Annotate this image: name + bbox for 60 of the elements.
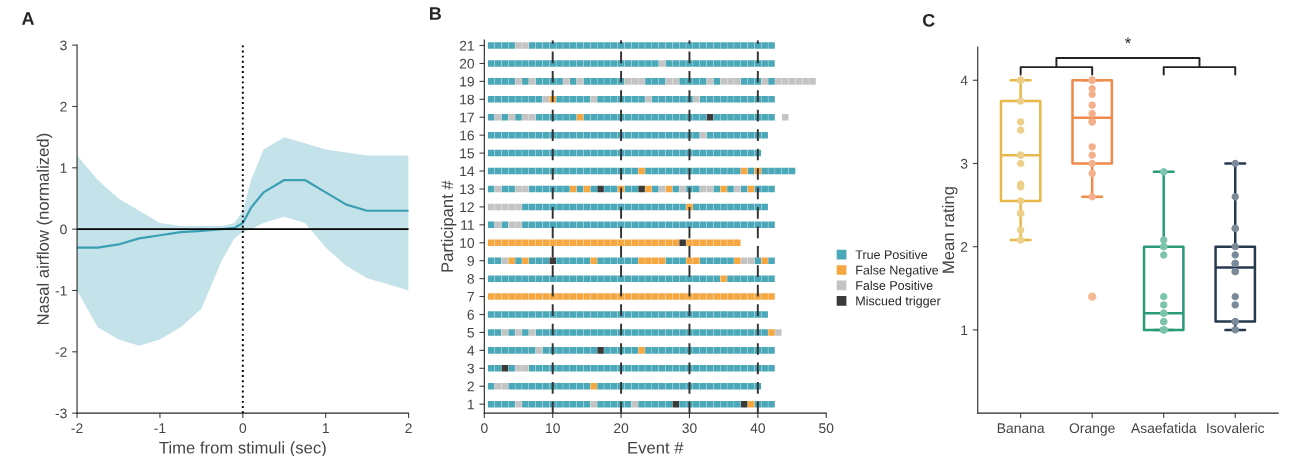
- x-tick-label: 2: [405, 423, 412, 433]
- x-tick-label: 20: [614, 423, 629, 434]
- y-tick-label: 2: [467, 381, 474, 392]
- y-tick-label: 1: [467, 399, 474, 410]
- y-axis-title: Nasal airflow (normalized): [36, 133, 53, 325]
- x-tick-label: Isovaleric: [1207, 422, 1265, 434]
- chart-title: B: [429, 7, 441, 20]
- x-tick-label: 30: [682, 423, 697, 434]
- y-tick-label: -3: [55, 408, 67, 419]
- y-tick-label: 14: [460, 166, 475, 177]
- x-tick-label: 40: [750, 423, 766, 434]
- y-tick-label: -1: [55, 285, 67, 296]
- chart-title: A: [21, 12, 35, 25]
- y-tick-label: 3: [60, 40, 67, 51]
- y-tick-label: 9: [467, 256, 474, 266]
- x-tick-label: 0: [481, 423, 488, 434]
- x-axis-title: Event #: [628, 441, 684, 454]
- y-tick-label: 1: [961, 325, 968, 335]
- y-tick-label: 20: [459, 58, 475, 69]
- x-tick-label: 10: [546, 423, 560, 434]
- y-tick-label: 2: [960, 242, 968, 252]
- x-tick-label: Banana: [997, 423, 1045, 434]
- y-tick-label: 7: [467, 292, 474, 302]
- y-tick-label: 6: [467, 309, 474, 320]
- y-tick-label: 5: [467, 327, 475, 338]
- x-tick-label: Orange: [1069, 423, 1115, 436]
- x-tick-label: Asaefatida: [1130, 422, 1197, 434]
- y-tick-label: 11: [461, 220, 474, 230]
- y-tick-label: 0: [60, 224, 67, 235]
- y-tick-label: 16: [460, 130, 474, 141]
- y-tick-label: 4: [960, 75, 968, 86]
- y-tick-label: 4: [467, 345, 475, 356]
- x-tick-label: -1: [154, 423, 166, 433]
- x-tick-label: 1: [322, 423, 329, 433]
- legend-label: False Positive: [856, 280, 933, 290]
- x-axis-title: Time from stimuli (sec): [159, 441, 326, 456]
- x-tick-label: -2: [71, 423, 83, 433]
- y-tick-label: 21: [459, 40, 474, 51]
- y-tick-label: 8: [467, 273, 474, 284]
- y-tick-label: -2: [55, 347, 67, 357]
- y-tick-label: 18: [460, 94, 475, 105]
- y-tick-label: 3: [960, 158, 968, 169]
- y-tick-label: 12: [460, 202, 474, 212]
- legend-label: Miscued trigger: [856, 296, 941, 308]
- y-tick-label: 15: [460, 148, 475, 159]
- y-tick-label: 1: [60, 163, 67, 173]
- chart-title: C: [922, 13, 935, 27]
- y-tick-label: 13: [460, 184, 474, 195]
- text: *: [1124, 37, 1131, 44]
- y-axis-title: Participant #: [440, 180, 457, 272]
- legend-label: True Positive: [855, 249, 928, 260]
- y-axis-title: Mean rating: [941, 187, 958, 273]
- y-tick-label: 3: [467, 363, 474, 374]
- y-tick-label: 2: [60, 101, 67, 112]
- y-tick-label: 19: [460, 76, 474, 87]
- x-tick-label: 0: [239, 423, 247, 434]
- legend-label: False Negative: [856, 265, 939, 277]
- y-tick-label: 17: [460, 112, 474, 123]
- x-tick-label: 50: [819, 423, 834, 434]
- y-tick-label: 10: [460, 238, 475, 248]
